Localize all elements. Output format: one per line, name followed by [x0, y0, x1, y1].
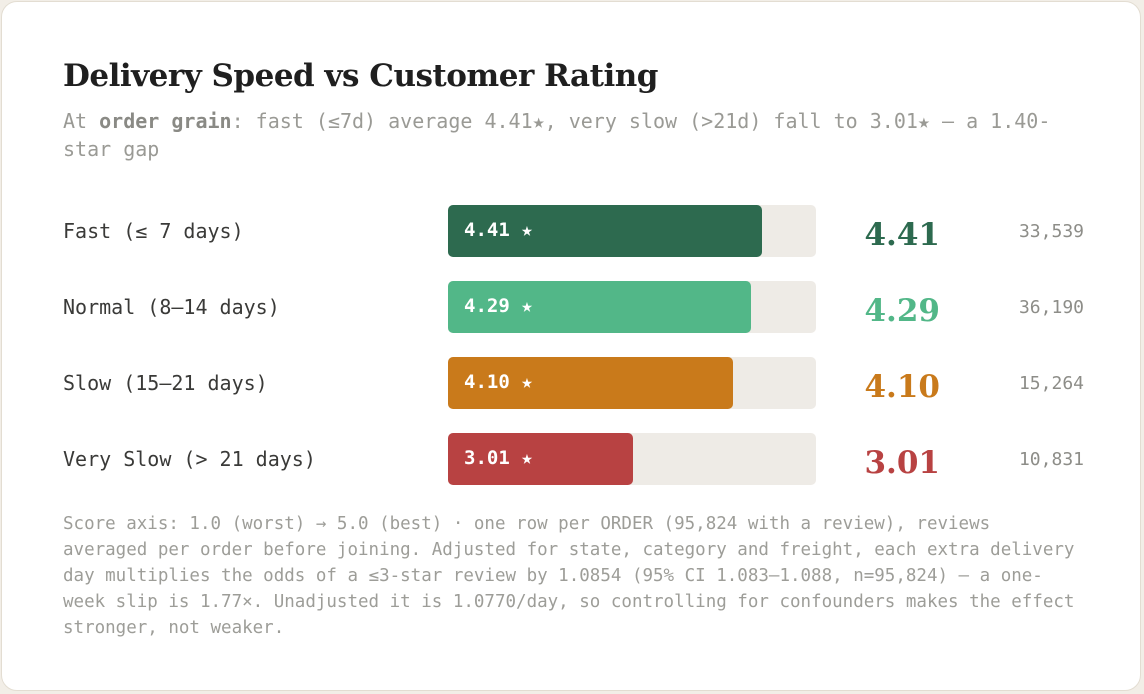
bar-track: 4.10 ★: [448, 357, 816, 409]
bar-value-label: 4.29 ★: [464, 295, 533, 317]
score-label: 4.29: [864, 293, 940, 329]
bar-value-label: 3.01 ★: [464, 447, 533, 469]
bar-value-label: 4.10 ★: [464, 371, 533, 393]
review-count: 10,831: [1018, 449, 1084, 470]
chart-subtitle: At order grain: fast (≤7d) average 4.41★…: [63, 107, 1083, 163]
bar-track: 3.01 ★: [448, 433, 816, 485]
score-label: 4.10: [864, 369, 940, 405]
category-label: Normal (8–14 days): [63, 295, 280, 319]
category-label: Fast (≤ 7 days): [63, 219, 244, 243]
bar: 4.41 ★: [448, 205, 762, 257]
subtitle-suffix: : fast (≤7d) average 4.41★, very slow (>…: [63, 109, 1051, 161]
bar-value-label: 4.41 ★: [464, 219, 533, 241]
category-label: Very Slow (> 21 days): [63, 447, 316, 471]
review-count: 36,190: [1018, 297, 1084, 318]
bar: 4.29 ★: [448, 281, 751, 333]
review-count: 15,264: [1018, 373, 1084, 394]
review-count: 33,539: [1018, 221, 1084, 242]
chart-footnote: Score axis: 1.0 (worst) → 5.0 (best) · o…: [63, 514, 1075, 638]
category-label: Slow (15–21 days): [63, 371, 268, 395]
bar-track: 4.41 ★: [448, 205, 816, 257]
score-label: 3.01: [864, 445, 940, 481]
bar: 3.01 ★: [448, 433, 633, 485]
subtitle-emphasis: order grain: [99, 109, 232, 133]
subtitle-prefix: At: [63, 109, 100, 133]
bar: 4.10 ★: [448, 357, 733, 409]
chart-title: Delivery Speed vs Customer Rating: [63, 58, 658, 94]
bar-track: 4.29 ★: [448, 281, 816, 333]
score-label: 4.41: [864, 217, 940, 253]
